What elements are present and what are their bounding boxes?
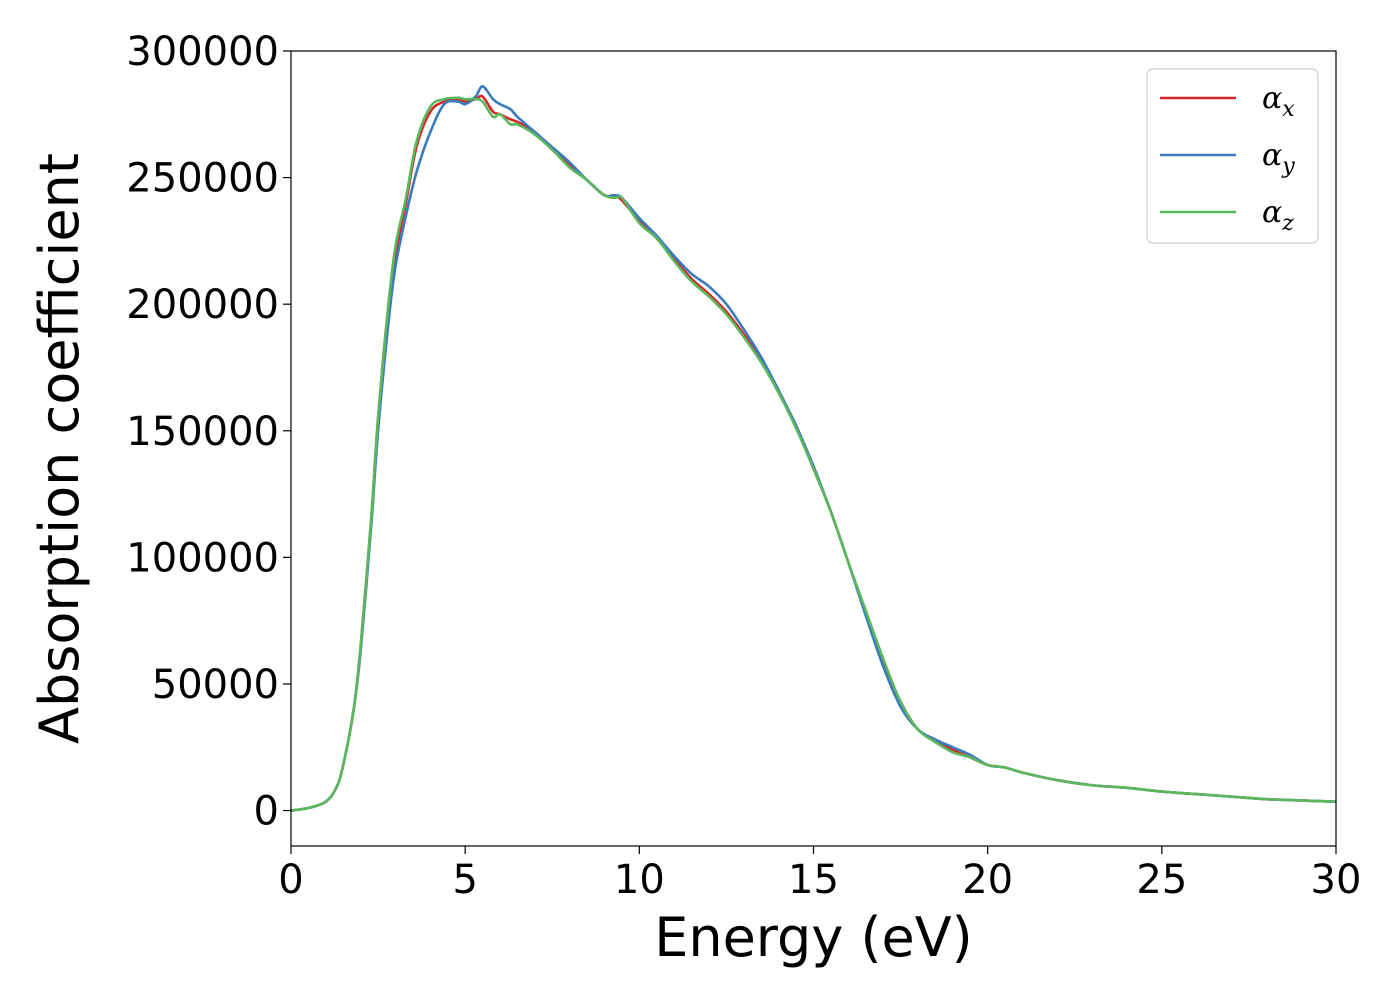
x-axis: 0 5 10 15 20 25 30 (278, 846, 1361, 903)
legend-entry-x: αx (1262, 81, 1295, 122)
x-tick-label: 0 (278, 857, 303, 903)
legend-entry-y: αy (1262, 138, 1295, 179)
y-tick-label: 300000 (126, 29, 279, 75)
y-axis-label: Absorption coefficient (28, 153, 91, 744)
x-tick-label: 20 (962, 857, 1013, 903)
series-line-z (290, 96, 1337, 812)
y-tick-label: 150000 (126, 409, 279, 455)
x-tick-label: 10 (614, 857, 665, 903)
x-axis-label: Energy (eV) (654, 906, 973, 969)
x-tick-label: 30 (1311, 857, 1362, 903)
y-tick-label: 200000 (126, 282, 279, 328)
y-tick-label: 100000 (126, 535, 279, 581)
y-axis: 0 50000 100000 150000 200000 250000 300000 (126, 29, 291, 835)
y-tick-label: 0 (254, 789, 279, 835)
legend: αx αy αz (1146, 68, 1319, 244)
x-tick-label: 15 (788, 857, 839, 903)
y-tick-label: 250000 (126, 156, 279, 202)
x-tick-label: 5 (452, 857, 477, 903)
plot-lines (290, 85, 1337, 812)
x-tick-label: 25 (1136, 857, 1187, 903)
legend-entry-z: αz (1262, 195, 1294, 236)
y-tick-label: 50000 (152, 662, 279, 708)
